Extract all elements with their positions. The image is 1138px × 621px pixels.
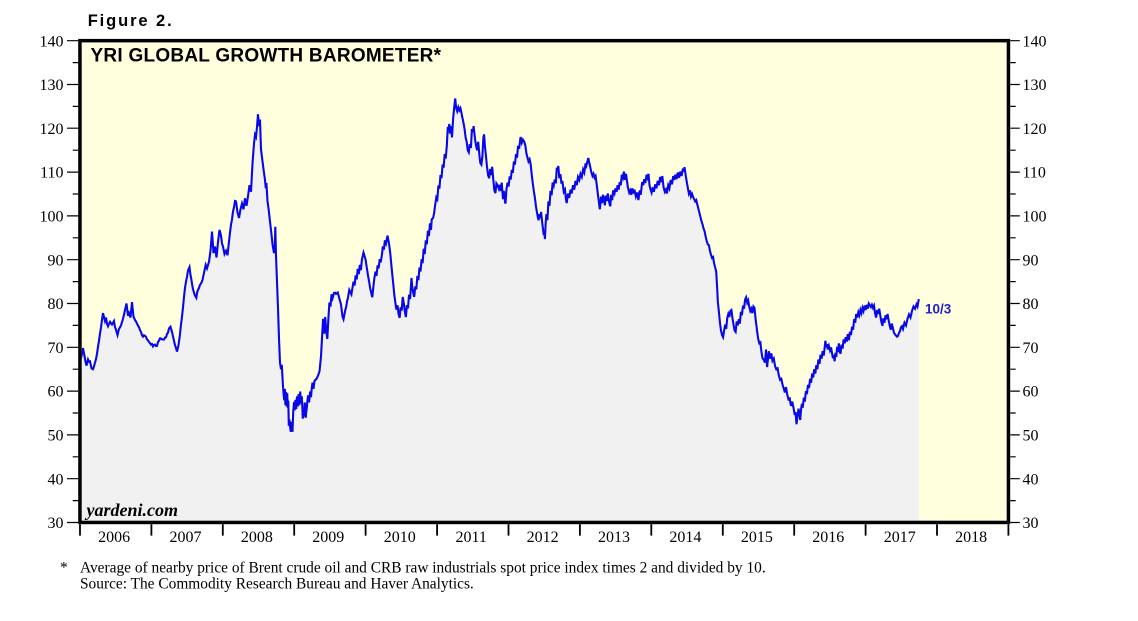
svg-text:40: 40	[1023, 471, 1039, 488]
svg-text:40: 40	[48, 471, 64, 488]
svg-text:2010: 2010	[384, 529, 416, 546]
svg-text:Source: The Commodity Research: Source: The Commodity Research Bureau an…	[80, 576, 474, 593]
svg-text:130: 130	[1023, 77, 1047, 94]
svg-text:70: 70	[1023, 340, 1039, 357]
svg-text:110: 110	[40, 165, 63, 182]
svg-text:60: 60	[48, 384, 64, 401]
svg-text:50: 50	[1023, 428, 1039, 445]
svg-text:50: 50	[48, 428, 64, 445]
svg-text:10/3: 10/3	[925, 302, 952, 317]
svg-text:2006: 2006	[98, 529, 130, 546]
svg-text:130: 130	[40, 77, 64, 94]
svg-text:2018: 2018	[955, 529, 987, 546]
svg-text:*: *	[60, 560, 68, 577]
svg-text:140: 140	[40, 33, 64, 50]
svg-text:2009: 2009	[312, 529, 344, 546]
svg-text:140: 140	[1023, 33, 1047, 50]
svg-text:2015: 2015	[741, 529, 773, 546]
svg-text:90: 90	[1023, 252, 1039, 269]
svg-text:100: 100	[1023, 209, 1047, 226]
svg-text:60: 60	[1023, 384, 1039, 401]
svg-text:yardeni.com: yardeni.com	[85, 500, 179, 520]
svg-text:2013: 2013	[598, 529, 630, 546]
svg-text:YRI GLOBAL GROWTH BAROMETER*: YRI GLOBAL GROWTH BAROMETER*	[91, 45, 442, 66]
svg-text:80: 80	[48, 296, 64, 313]
svg-text:2007: 2007	[170, 529, 202, 546]
svg-text:2014: 2014	[669, 529, 701, 546]
svg-text:100: 100	[40, 209, 64, 226]
svg-text:2011: 2011	[455, 529, 486, 546]
svg-text:2012: 2012	[527, 529, 559, 546]
svg-text:2016: 2016	[812, 529, 844, 546]
svg-text:30: 30	[1023, 515, 1039, 532]
svg-text:90: 90	[48, 252, 64, 269]
svg-text:120: 120	[40, 121, 64, 138]
svg-text:2008: 2008	[241, 529, 273, 546]
svg-text:110: 110	[1023, 165, 1046, 182]
svg-text:2017: 2017	[884, 529, 916, 546]
svg-text:30: 30	[48, 515, 64, 532]
svg-text:Average of nearby price of Bre: Average of nearby price of Brent crude o…	[80, 560, 766, 577]
svg-text:70: 70	[48, 340, 64, 357]
svg-text:Figure 2.: Figure 2.	[88, 12, 174, 30]
svg-text:80: 80	[1023, 296, 1039, 313]
svg-text:120: 120	[1023, 121, 1047, 138]
